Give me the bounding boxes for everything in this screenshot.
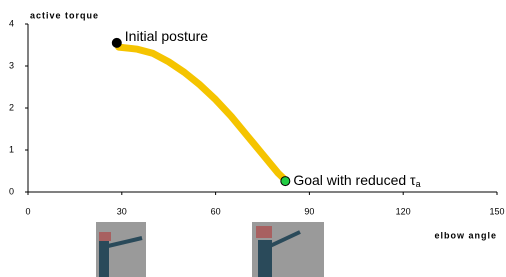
annotation: Initial posture (125, 28, 208, 44)
annotation-text: Goal with reduced τ (293, 172, 416, 188)
y-tick-label: 1 (9, 144, 14, 154)
x-tick-label: 0 (25, 206, 30, 216)
thumbnail (96, 222, 146, 277)
line (119, 47, 286, 181)
x-tick-label: 60 (211, 206, 221, 216)
point (281, 177, 290, 186)
x-tick-label: 120 (396, 206, 411, 216)
x-tick-label: 150 (489, 206, 504, 216)
annotation: Goal with reduced τa (293, 172, 420, 190)
x-tick-label: 90 (304, 206, 314, 216)
annotation-text: Initial posture (125, 28, 208, 44)
annotation-subscript: a (416, 179, 421, 189)
y-axis-label: active torque (30, 10, 99, 20)
thumbnail (252, 222, 324, 277)
y-tick-label: 2 (9, 102, 14, 112)
chart: active torque elbow angle 0 1 2 3 4 0 30 60 90 12… (0, 0, 506, 277)
point (112, 38, 121, 47)
y-tick-label: 0 (9, 186, 14, 196)
y-tick-label: 3 (9, 60, 14, 70)
x-tick-label: 30 (117, 206, 127, 216)
y-tick-label: 4 (9, 18, 14, 28)
x-axis-label: elbow angle (434, 230, 497, 240)
